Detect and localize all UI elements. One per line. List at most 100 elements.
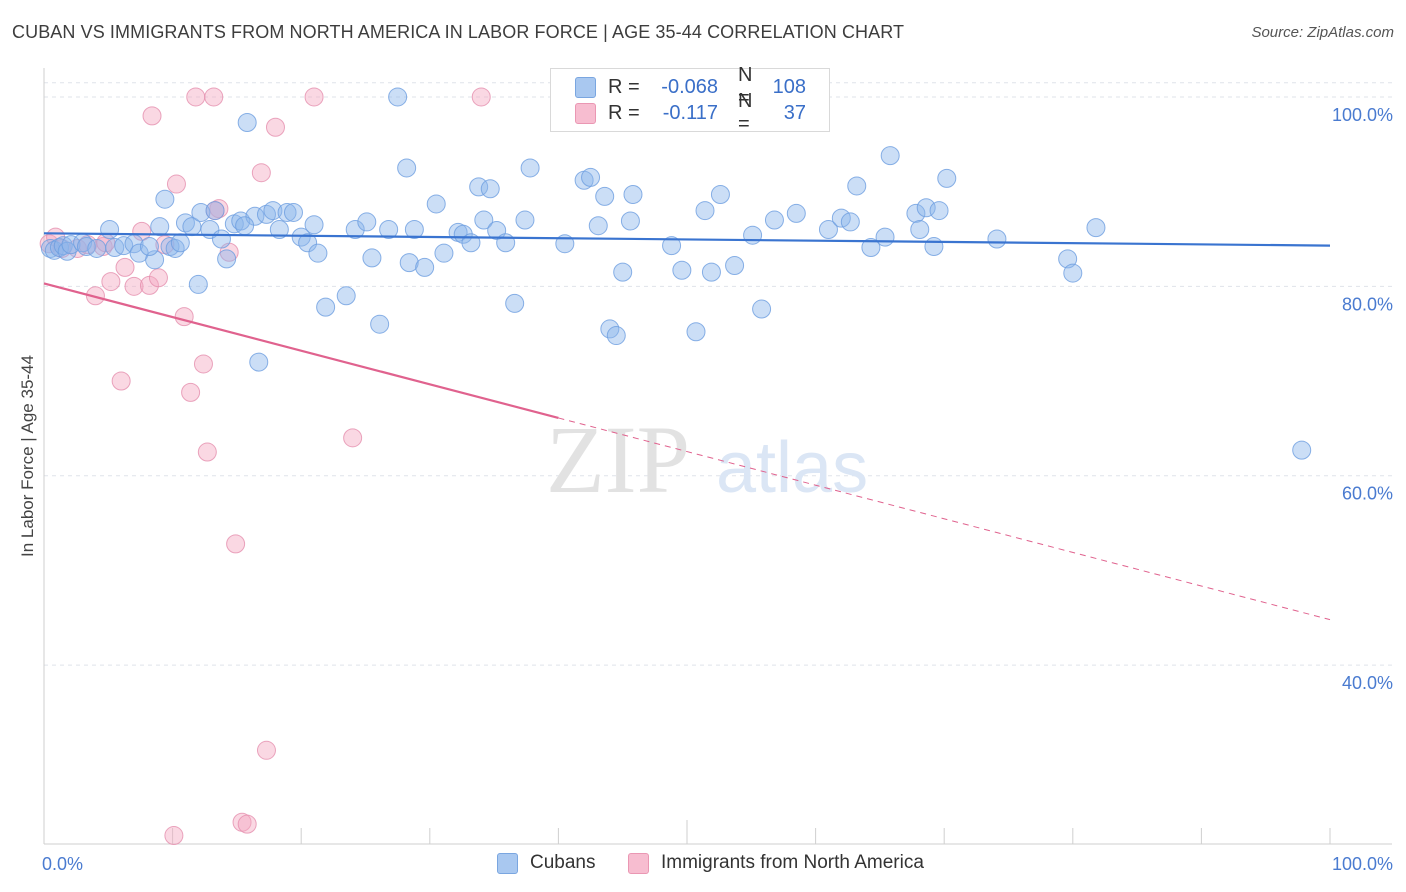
data-point (937, 168, 957, 188)
data-point (277, 202, 297, 222)
legend-swatch-cubans (575, 76, 596, 98)
data-point (910, 220, 930, 240)
data-point (415, 257, 435, 277)
data-point (175, 213, 195, 233)
data-point (623, 184, 643, 204)
data-point (304, 215, 324, 235)
data-point (1063, 263, 1083, 283)
data-point (269, 220, 289, 240)
data-point (786, 203, 806, 223)
data-point (362, 248, 382, 268)
data-point (379, 220, 399, 240)
data-point (150, 217, 170, 237)
data-point (226, 534, 246, 554)
data-point (695, 201, 715, 221)
trend-line-immigrants-extrapolated (558, 417, 1331, 621)
data-point (397, 158, 417, 178)
data-point (174, 307, 194, 327)
data-point (263, 201, 283, 221)
data-point (840, 212, 860, 232)
data-point (188, 274, 208, 294)
axes (43, 68, 1392, 845)
data-point (987, 229, 1007, 249)
data-point (100, 220, 120, 240)
data-point (237, 113, 257, 133)
data-point (480, 179, 500, 199)
legend-n-value: 37 (783, 101, 806, 124)
data-point (426, 194, 446, 214)
data-point (308, 243, 328, 263)
watermark-zip: ZIP (546, 406, 690, 513)
y-tick-label: 40.0% (1342, 673, 1393, 693)
legend-swatch-immigrants (628, 852, 649, 874)
data-point (743, 225, 763, 245)
data-point (256, 740, 276, 760)
legend-row-cubans: R = -0.068 N = 108 (575, 64, 806, 109)
data-point (345, 220, 365, 240)
legend-label-immigrants: Immigrants from North America (661, 852, 924, 873)
data-point (251, 163, 271, 183)
data-point (139, 237, 159, 257)
data-point (343, 428, 363, 448)
data-point (595, 186, 615, 206)
data-point (165, 238, 185, 258)
data-point (211, 229, 231, 249)
data-point (124, 276, 144, 296)
data-point (474, 210, 494, 230)
chart-title: CUBAN VS IMMIGRANTS FROM NORTH AMERICA I… (12, 22, 905, 42)
data-point (1058, 249, 1078, 269)
data-point (880, 146, 900, 166)
data-point (404, 220, 424, 240)
data-point (818, 220, 838, 240)
data-point (205, 201, 225, 221)
data-point (861, 237, 881, 257)
data-point (725, 255, 745, 275)
data-point (298, 233, 318, 253)
data-point (710, 184, 730, 204)
data-point (370, 314, 390, 334)
data-point (613, 262, 633, 282)
data-point (155, 189, 175, 209)
data-point (662, 236, 682, 256)
data-point (336, 286, 356, 306)
data-point (388, 87, 408, 107)
data-point (197, 442, 217, 462)
data-point (906, 203, 926, 223)
data-point (193, 354, 213, 374)
trend-lines (43, 232, 1331, 621)
legend-r-value: -0.117 (662, 101, 718, 124)
data-point (53, 236, 73, 256)
legend-item-immigrants: Immigrants from North America (628, 852, 924, 874)
series-cubans-points (40, 87, 1312, 460)
legend-n-value: 108 (772, 75, 806, 98)
data-point (520, 158, 540, 178)
series-immigrants-points (39, 87, 491, 846)
data-point (357, 212, 377, 232)
legend-n-label: N = (738, 90, 753, 135)
data-point (235, 216, 255, 236)
legend-swatch-immigrants (575, 102, 596, 124)
legend-r-label: R = (608, 101, 640, 124)
trend-line-cubans (43, 232, 1331, 247)
data-point (701, 262, 721, 282)
data-point (672, 260, 692, 280)
data-point (304, 87, 324, 107)
data-point (204, 87, 224, 107)
data-point (170, 233, 190, 253)
legend-r-value: -0.068 (661, 75, 718, 98)
y-tick-label: 60.0% (1342, 484, 1393, 504)
data-point (588, 216, 608, 236)
data-point (620, 211, 640, 231)
legend-item-cubans: Cubans (497, 852, 596, 874)
data-point (505, 293, 525, 313)
data-point (764, 210, 784, 230)
data-point (142, 106, 162, 126)
watermark-atlas: atlas (716, 428, 868, 508)
data-point (132, 221, 152, 241)
trend-line-immigrants (43, 282, 559, 420)
legend-row-immigrants: R = -0.117 N = 37 (575, 90, 806, 135)
legend-n-label: N = (738, 64, 753, 109)
data-point (847, 176, 867, 196)
data-point (115, 257, 135, 277)
legend-swatch-cubans (497, 852, 518, 874)
